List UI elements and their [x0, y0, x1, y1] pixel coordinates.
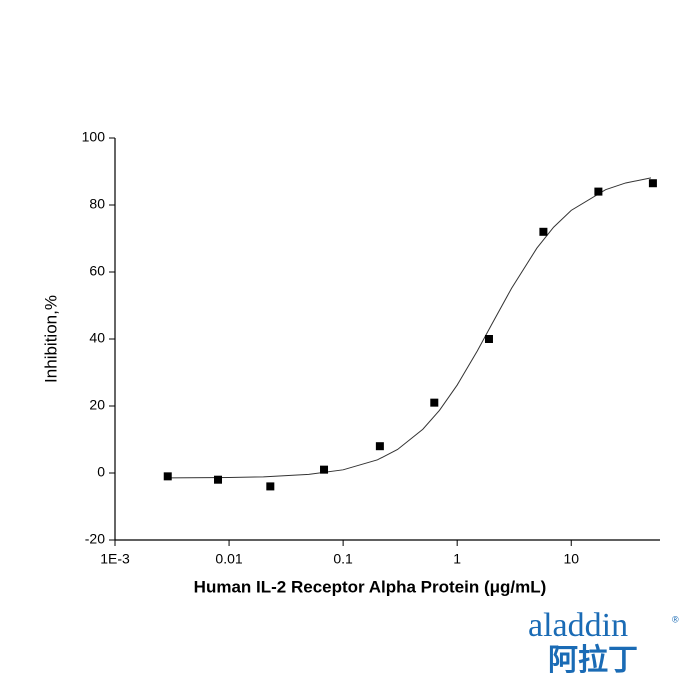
x-tick-label: 1E-3 [100, 551, 130, 567]
data-point [214, 475, 223, 484]
x-tick-label: 1 [453, 551, 461, 567]
x-tick-label: 10 [563, 551, 579, 567]
x-tick-label: 0.1 [333, 551, 353, 567]
x-tick-label: 0.01 [215, 551, 242, 567]
data-point [430, 398, 439, 407]
fit-curve [169, 177, 652, 479]
data-point [539, 227, 548, 236]
y-tick-label: 60 [89, 263, 105, 279]
data-point [594, 187, 603, 196]
data-point [266, 482, 275, 491]
logo-text: aladdin [528, 607, 628, 644]
data-point [484, 335, 493, 343]
y-tick-label: 0 [97, 464, 105, 480]
y-tick-label: 80 [89, 196, 105, 212]
data-point [648, 179, 657, 188]
x-axis-label: Human IL-2 Receptor Alpha Protein (μg/mL… [194, 577, 547, 596]
logo-cn: 阿拉丁 [548, 643, 638, 677]
data-point [163, 472, 172, 481]
y-tick-label: 100 [82, 129, 106, 145]
logo-mark: ® [672, 614, 679, 624]
y-tick-label: 20 [89, 397, 105, 413]
y-tick-label: 40 [89, 330, 105, 346]
data-point [375, 442, 384, 451]
data-point [320, 465, 329, 474]
y-axis-label: Inhibition,% [41, 295, 60, 383]
y-tick-label: -20 [85, 531, 105, 547]
